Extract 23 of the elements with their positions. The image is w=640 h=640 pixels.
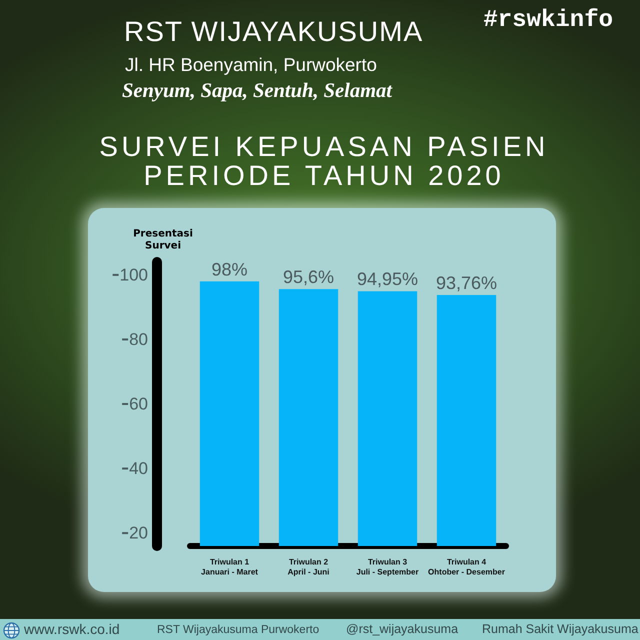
text: www.rswk.co.id	[24, 621, 120, 638]
x-tick-label: Triwulan 4 Ohtober - Desember	[428, 558, 505, 576]
y-tick-label: 40	[129, 459, 148, 478]
text: #rswkinfo	[483, 7, 613, 34]
x-tick-label: Triwulan 2 April - Juni	[288, 558, 330, 576]
chart-title: SURVEI KEPUASAN PASIEN PERIODE TAHUN 2020	[99, 131, 549, 191]
data-label: 98%	[211, 259, 248, 280]
y-tick-label: 100	[120, 265, 148, 284]
data-label: 95,6%	[282, 267, 334, 288]
y-tick-label: 60	[129, 394, 148, 414]
text: RST Wijayakusuma Purwokerto	[157, 624, 320, 637]
x-tick-label: Triwulan 1 Januari - Maret	[201, 558, 258, 576]
y-axis-title: Presentasi Survei	[133, 228, 193, 252]
text: Senyum, Sapa, Sentuh, Selamat	[122, 80, 392, 103]
data-label: 94,95%	[356, 269, 418, 290]
y-tick-label: 20	[129, 524, 148, 543]
text: RST WIJAYAKUSUMA	[124, 16, 424, 48]
y-tick-label: 80	[129, 330, 148, 349]
text: @rst_wijayakusuma	[346, 622, 458, 637]
data-label: 93,76%	[436, 273, 498, 294]
x-tick-label: Triwulan 3 Juli - September	[356, 558, 419, 576]
text: Rumah Sakit Wijayakusuma	[482, 622, 638, 637]
text: Jl. HR Boenyamin, Purwokerto	[125, 54, 377, 76]
